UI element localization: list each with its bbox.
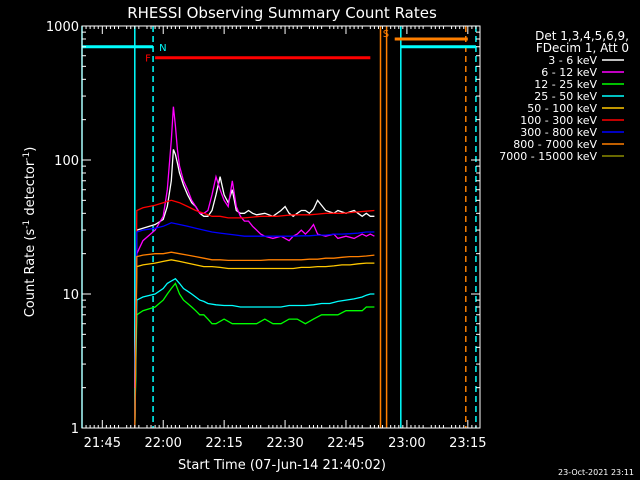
legend-label-1: 6 - 12 keV: [541, 66, 597, 79]
legend-header-line2: FDecim 1, Att 0: [536, 41, 629, 55]
legend-label-3: 25 - 50 keV: [534, 90, 597, 103]
x-tick-label-3: 22:30: [266, 436, 303, 451]
legend-label-6: 300 - 800 keV: [520, 126, 597, 139]
legend-header-line1: Det 1,3,4,5,6,9,: [535, 29, 629, 43]
flag-label-2: S: [383, 29, 389, 40]
legend-label-0: 3 - 6 keV: [548, 54, 597, 67]
series-line-2: [134, 282, 375, 429]
plot-frame: [81, 25, 481, 429]
x-tick-label-6: 23:15: [449, 436, 486, 451]
plot-area: NF S 1 10 100 1000 21:45 22:00 22:15 22:30 22:45 23…: [46, 20, 487, 451]
x-tick-label-5: 23:00: [388, 436, 425, 451]
y-axis-label-mid: detector: [23, 160, 38, 220]
series-line-4: [134, 259, 375, 429]
series-line-0: [134, 149, 375, 388]
legend-label-5: 100 - 300 keV: [520, 114, 597, 127]
x-tick-label-2: 22:15: [205, 436, 242, 451]
x-tick-label-1: 22:00: [144, 436, 181, 451]
x-axis-label: Start Time (07-Jun-14 21:40:02): [178, 458, 386, 473]
series-line-7: [134, 251, 375, 429]
chart-title: RHESSI Observing Summary Count Rates: [127, 4, 437, 22]
legend-label-2: 12 - 25 keV: [534, 78, 597, 91]
y-axis-label-end: ): [23, 147, 38, 152]
y-tick-label-2: 100: [54, 154, 79, 169]
series-line-6: [134, 222, 375, 429]
series-line-3: [134, 277, 375, 429]
y-axis-label-sup2: -1: [22, 152, 32, 161]
flag-label-0: N: [159, 43, 166, 54]
y-tick-label-1: 10: [62, 288, 79, 303]
y-axis-label-sup1: -1: [22, 220, 32, 229]
legend-label-8: 7000 - 15000 keV: [499, 150, 597, 163]
x-tick-label-0: 21:45: [84, 436, 121, 451]
y-axis-label: Count Rate (s-1 detector-1): [22, 147, 38, 318]
legend-label-7: 800 - 7000 keV: [513, 138, 597, 151]
y-axis-label-main: Count Rate (s: [23, 229, 38, 318]
timestamp: 23-Oct-2021 23:11: [558, 468, 634, 477]
flag-label-1: F: [145, 54, 151, 65]
series-line-1: [134, 106, 375, 388]
y-tick-label-3: 1000: [46, 20, 79, 35]
y-tick-label-0: 1: [71, 422, 79, 437]
series-line-5: [134, 199, 375, 429]
legend-label-4: 50 - 100 keV: [527, 102, 597, 115]
x-tick-label-4: 22:45: [327, 436, 364, 451]
legend: Det 1,3,4,5,6,9, FDecim 1, Att 0 3 - 6 k…: [499, 29, 629, 163]
